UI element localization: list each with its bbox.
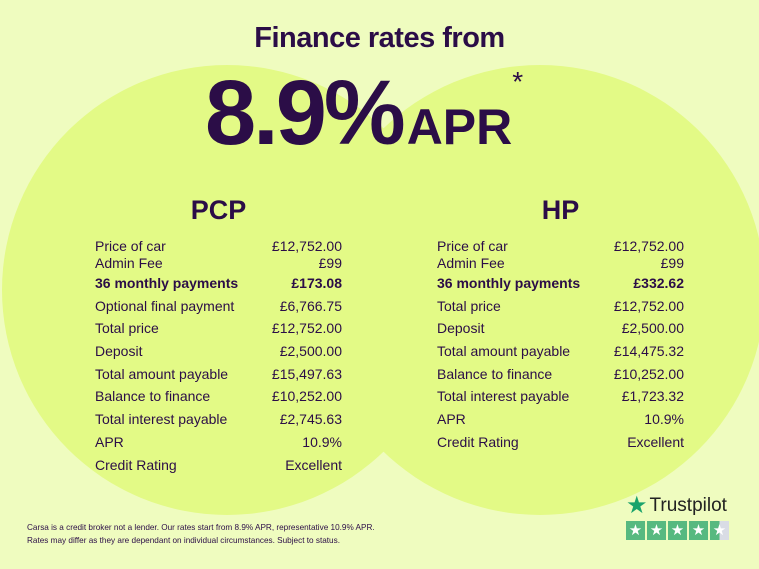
table-row: Deposit £2,500.00 <box>95 340 342 363</box>
table-row: Total interest payable £1,723.32 <box>437 385 684 408</box>
table-row: Total interest payable £2,745.63 <box>95 408 342 431</box>
table-row: 36 monthly payments £173.08 <box>95 272 342 295</box>
trustpilot-rating: ★ ★ ★ ★ ★ <box>626 521 729 540</box>
row-label: Balance to finance <box>437 365 553 382</box>
rating-star-icon: ★ <box>710 521 729 540</box>
disclaimer: Carsa is a credit broker not a lender. O… <box>27 521 375 547</box>
row-label: Price of car <box>95 238 166 254</box>
pcp-panel: PCP Price of car £12,752.00 Admin Fee £99 36… <box>95 195 342 476</box>
row-value: £332.62 <box>633 275 684 291</box>
row-value: £12,752.00 <box>271 320 342 337</box>
row-label: Deposit <box>95 343 143 360</box>
apr-label: APR <box>406 99 513 155</box>
row-label: Admin Fee <box>437 255 505 271</box>
table-row: Credit Rating Excellent <box>95 454 342 477</box>
rating-star-icon: ★ <box>668 521 687 540</box>
disclaimer-line-1: Carsa is a credit broker not a lender. O… <box>27 523 375 532</box>
hp-panel: HP Price of car £12,752.00 Admin Fee £99 36 … <box>437 195 684 454</box>
row-label: Price of car <box>437 238 508 254</box>
row-value: £2,745.63 <box>279 411 342 428</box>
row-value: 10.9% <box>302 433 342 450</box>
headline-rate: 8.9%APR* <box>205 58 523 168</box>
rate-value: 8.9% <box>205 62 406 164</box>
row-value: £6,766.75 <box>279 297 342 314</box>
disclaimer-line-2: Rates may differ as they are dependant o… <box>27 536 340 545</box>
hp-title: HP <box>541 195 580 225</box>
row-value: £2,500.00 <box>621 320 684 337</box>
asterisk: * <box>512 66 524 97</box>
table-row: Optional final payment £6,766.75 <box>95 295 342 318</box>
pcp-rows: Price of car £12,752.00 Admin Fee £99 36 mon… <box>95 238 342 476</box>
headline: Finance rates from <box>254 22 505 54</box>
row-label: Total price <box>95 320 159 337</box>
row-value: £99 <box>318 255 342 271</box>
trustpilot-badge[interactable]: ★ Trustpilot ★ ★ ★ ★ ★ <box>626 492 729 540</box>
table-row: Balance to finance £10,252.00 <box>95 385 342 408</box>
row-label: Deposit <box>437 320 485 337</box>
row-label: Total interest payable <box>95 411 228 428</box>
row-label: 36 monthly payments <box>95 275 239 291</box>
row-value: Excellent <box>627 433 684 450</box>
table-row: Total amount payable £15,497.63 <box>95 363 342 386</box>
row-value: £1,723.32 <box>621 388 684 405</box>
row-value: £10,252.00 <box>271 388 342 405</box>
trustpilot-star-icon: ★ <box>626 492 648 519</box>
row-value: £12,752.00 <box>271 238 342 254</box>
table-row: 36 monthly payments £332.62 <box>437 272 684 295</box>
table-row: APR 10.9% <box>95 431 342 454</box>
row-value: £12,752.00 <box>613 238 684 254</box>
table-row: Total price £12,752.00 <box>437 295 684 318</box>
row-label: Total price <box>437 297 501 314</box>
table-row: Balance to finance £10,252.00 <box>437 363 684 386</box>
row-value: 10.9% <box>644 411 684 428</box>
trustpilot-name: Trustpilot <box>649 495 727 516</box>
row-label: Optional final payment <box>95 297 235 314</box>
row-label: Total amount payable <box>95 365 229 382</box>
rating-star-icon: ★ <box>626 521 645 540</box>
row-value: £2,500.00 <box>279 343 342 360</box>
table-row: Price of car £12,752.00 <box>95 238 342 255</box>
table-row: Admin Fee £99 <box>95 255 342 272</box>
row-label: APR <box>95 433 124 450</box>
table-row: Admin Fee £99 <box>437 255 684 272</box>
row-label: Total interest payable <box>437 388 570 405</box>
row-value: £12,752.00 <box>613 297 684 314</box>
table-row: APR 10.9% <box>437 408 684 431</box>
row-value: £99 <box>660 255 684 271</box>
row-label: Credit Rating <box>437 433 519 450</box>
rating-star-icon: ★ <box>647 521 666 540</box>
row-label: Admin Fee <box>95 255 163 271</box>
row-value: £173.08 <box>291 275 342 291</box>
table-row: Total price £12,752.00 <box>95 317 342 340</box>
row-label: Total amount payable <box>437 343 571 360</box>
table-row: Credit Rating Excellent <box>437 431 684 454</box>
table-row: Deposit £2,500.00 <box>437 317 684 340</box>
row-value: £10,252.00 <box>613 365 684 382</box>
row-label: 36 monthly payments <box>437 275 581 291</box>
table-row: Price of car £12,752.00 <box>437 238 684 255</box>
row-value: Excellent <box>285 456 342 473</box>
row-value: £15,497.63 <box>271 365 342 382</box>
row-label: Credit Rating <box>95 456 177 473</box>
row-label: Balance to finance <box>95 388 211 405</box>
row-value: £14,475.32 <box>613 343 684 360</box>
table-row: Total amount payable £14,475.32 <box>437 340 684 363</box>
row-label: APR <box>437 411 466 428</box>
rating-star-icon: ★ <box>689 521 708 540</box>
hp-rows: Price of car £12,752.00 Admin Fee £99 36 mon… <box>437 238 684 454</box>
pcp-title: PCP <box>190 195 247 225</box>
right-circle-decoration <box>315 65 759 515</box>
